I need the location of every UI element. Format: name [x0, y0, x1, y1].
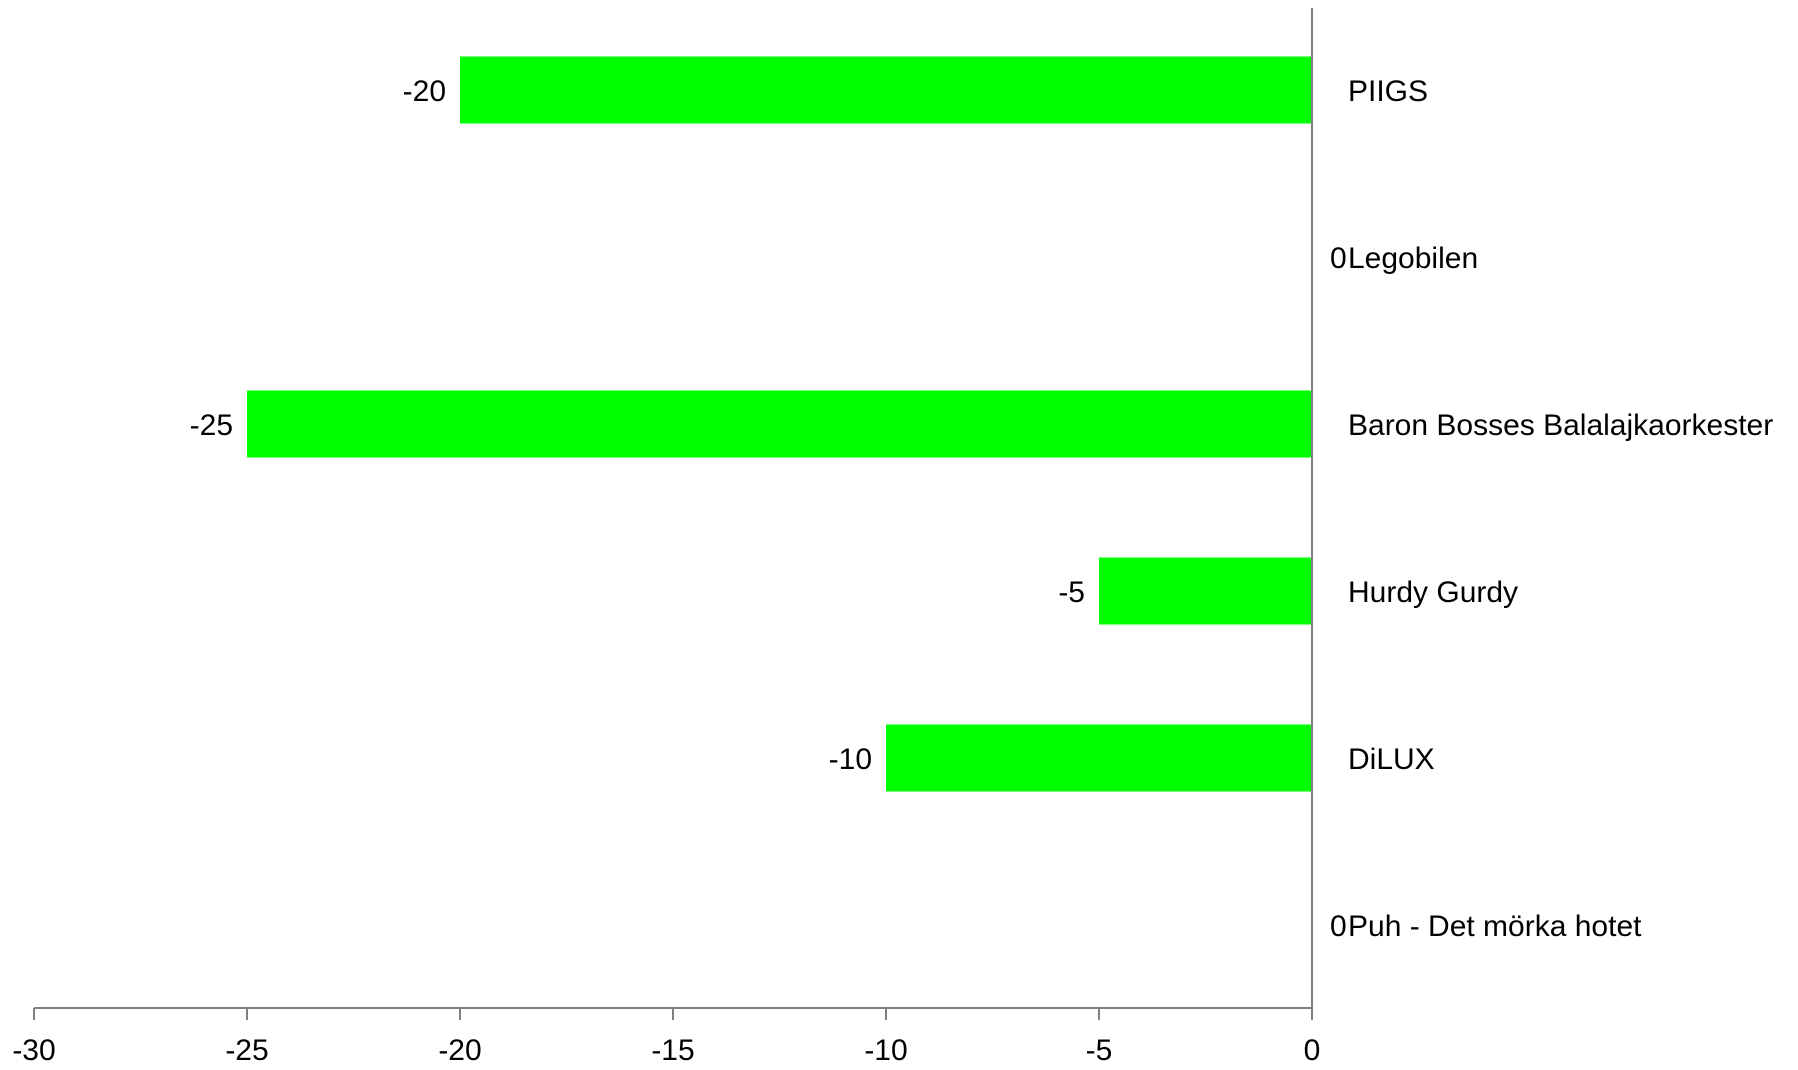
data-label: -20: [403, 75, 446, 108]
data-label: 0: [1330, 910, 1347, 943]
x-tick-label: -10: [864, 1034, 907, 1067]
category-label: Hurdy Gurdy: [1348, 576, 1518, 609]
bar: [886, 724, 1312, 792]
x-tick-label: -20: [438, 1034, 481, 1067]
data-label: -5: [1058, 576, 1085, 609]
category-label: Legobilen: [1348, 242, 1478, 275]
bar: [1099, 557, 1312, 625]
x-tick-label: -5: [1086, 1034, 1113, 1067]
category-label: Baron Bosses Balalajkaorkester: [1348, 409, 1773, 442]
x-tick-label: 0: [1304, 1034, 1321, 1067]
category-label: DiLUX: [1348, 743, 1435, 776]
x-tick-label: -30: [12, 1034, 55, 1067]
data-label: -10: [829, 743, 872, 776]
category-label: Puh - Det mörka hotet: [1348, 910, 1642, 943]
data-label: 0: [1330, 242, 1347, 275]
bar: [247, 390, 1312, 458]
data-label: -25: [190, 409, 233, 442]
x-tick-label: -25: [225, 1034, 268, 1067]
category-label: PIIGS: [1348, 75, 1428, 108]
x-tick-label: -15: [651, 1034, 694, 1067]
bar: [460, 56, 1312, 124]
